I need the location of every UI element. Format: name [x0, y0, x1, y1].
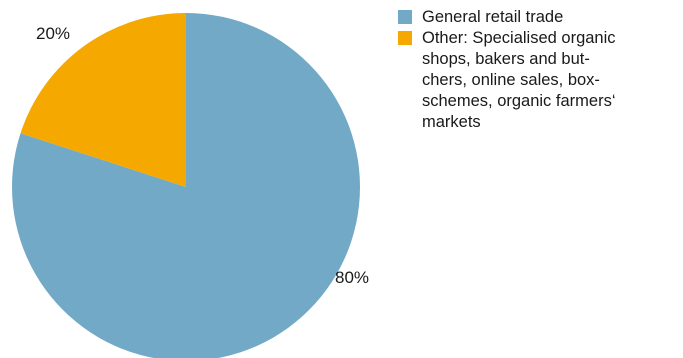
legend: General retail trade Other: Specialised …: [398, 7, 683, 133]
pie-slice-label-general-retail-trade: 80%: [335, 268, 369, 287]
legend-item-general-retail-trade: General retail trade: [398, 7, 683, 28]
legend-swatch-other: [398, 31, 412, 45]
pie-slices: [12, 13, 361, 358]
legend-item-other: Other: Specialised organic shops, bakers…: [398, 28, 683, 133]
pie-slice-general-retail-trade: [12, 13, 361, 358]
pie-slice-other: [20, 13, 186, 187]
legend-label-general-retail-trade: General retail trade: [422, 8, 564, 26]
legend-label-other: Other: Specialised organic shops, bakers…: [422, 29, 616, 131]
legend-swatch-general-retail-trade: [398, 10, 412, 24]
pie-slice-labels: 80% 20%: [36, 24, 369, 287]
pie-slice-label-other: 20%: [36, 24, 70, 43]
